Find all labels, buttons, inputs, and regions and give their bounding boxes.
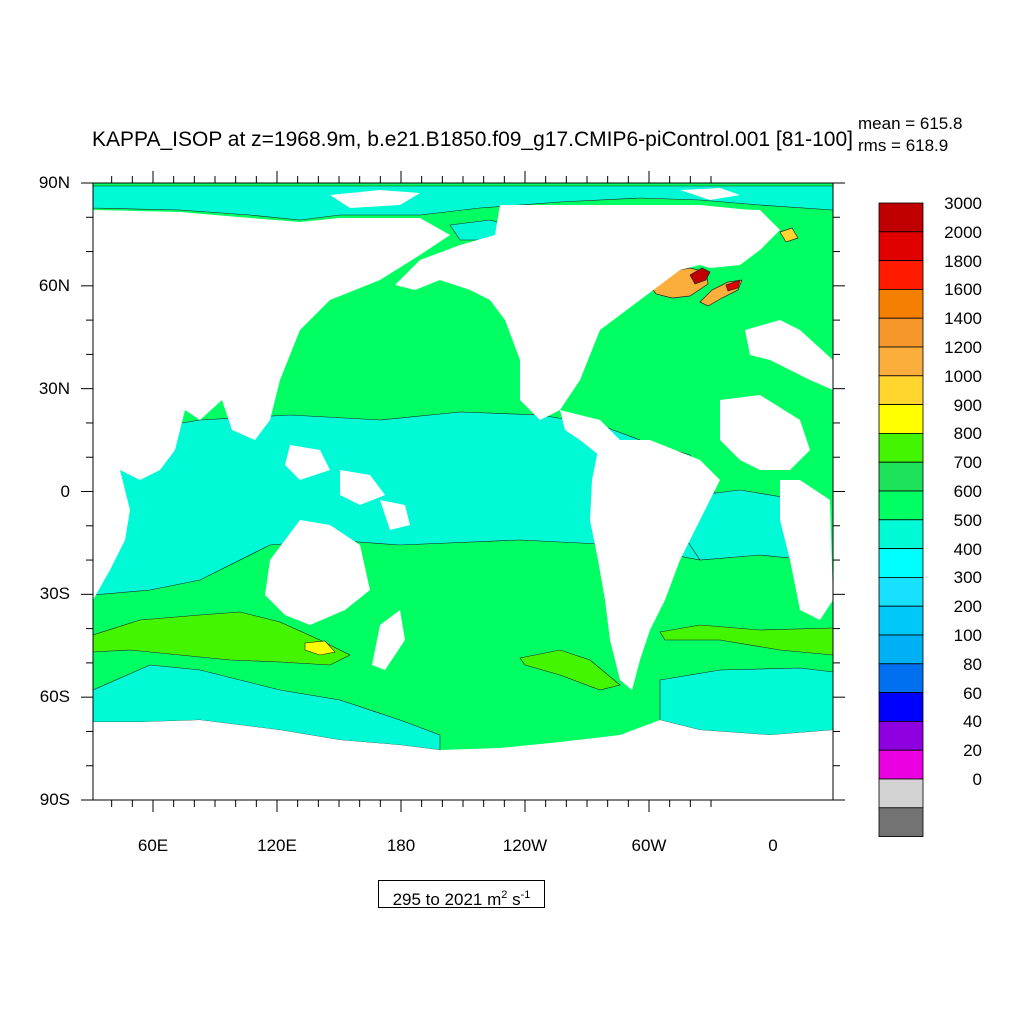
colorbar-label: 300 [953, 568, 982, 588]
lon-label: 60W [631, 836, 667, 855]
colorbar-swatch [878, 231, 924, 262]
colorbar-swatch [878, 404, 924, 434]
colorbar-label: 800 [953, 424, 982, 444]
colorbar-swatch [878, 288, 924, 319]
southern-cyan-belt-atl [659, 667, 833, 736]
colorbar-label: 900 [953, 395, 982, 415]
colorbar-label: 80 [963, 654, 982, 674]
colorbar-swatch [878, 605, 924, 636]
colorbar-swatch [878, 490, 924, 521]
colorbar-swatch [878, 346, 924, 377]
units-exp-2: -1 [520, 889, 531, 901]
colorbar-swatch [878, 692, 924, 722]
axis-ticks [81, 171, 845, 812]
colorbar-label: 3000 [944, 194, 982, 213]
labrador-hotspot-red [689, 267, 711, 285]
colorbar-swatch [878, 663, 924, 693]
land-masses [93, 188, 833, 800]
plot-title: KAPPA_ISOP at z=1968.9m, b.e21.B1850.f09… [92, 128, 853, 151]
lon-label: 180 [386, 836, 416, 855]
colorbar-label: 1400 [944, 309, 982, 329]
colorbar-label: 20 [963, 741, 982, 761]
colorbar-label: 1600 [944, 280, 982, 300]
colorbar-label: 60 [963, 683, 982, 703]
colorbar-swatch [878, 375, 924, 405]
colorbar-label: 400 [953, 539, 982, 559]
colorbar-label: 200 [953, 597, 982, 617]
lon-label: 120E [257, 836, 297, 855]
lat-label: 90N [38, 173, 70, 192]
colorbar-swatch [878, 202, 924, 233]
colorbar-label: 0 [972, 770, 982, 789]
rms-text: rms = 618.9 [858, 136, 949, 155]
colorbar-label: 1800 [944, 251, 982, 271]
units-base-1: m [487, 890, 502, 909]
lat-label: 60S [39, 687, 70, 707]
colorbar-label: 40 [963, 712, 982, 732]
lon-label: 0 [768, 836, 778, 855]
colorbar-swatch [878, 519, 924, 549]
lon-label: 60E [137, 836, 169, 855]
colorbar-label: 100 [953, 626, 982, 645]
lat-label: 30S [39, 584, 70, 604]
irminger-hotspot-red [725, 279, 741, 292]
units-base-2: s [512, 890, 521, 909]
colorbar [878, 202, 924, 837]
stats-block: mean = 615.8 rms = 618.9 [858, 114, 963, 155]
colorbar-swatch [878, 778, 924, 809]
units-exp-1: 2 [501, 889, 508, 901]
colorbar-swatch [878, 461, 924, 492]
colorbar-label: 1200 [944, 338, 982, 357]
yellow-patch-tasman [304, 640, 336, 656]
colorbar-swatch [878, 807, 924, 837]
southern-band-pacific [519, 649, 621, 691]
colorbar-swatch [878, 548, 924, 578]
southern-band-atlantic [659, 624, 833, 656]
colorbar-swatch [878, 260, 924, 290]
colorbar-label: 1000 [944, 366, 982, 386]
map-data-layer [93, 183, 833, 800]
colorbar-swatch [878, 577, 924, 607]
colorbar-swatch [878, 634, 924, 665]
colorbar-swatch [878, 721, 924, 751]
lat-label: 0 [60, 481, 70, 501]
lon-label: 120W [502, 836, 548, 855]
colorbar-swatch [878, 317, 924, 348]
lat-label: 60N [38, 275, 70, 295]
colorbar-label: 600 [953, 482, 982, 501]
colorbar-swatch [878, 432, 924, 463]
lat-label: 30N [38, 378, 70, 398]
lat-label: 90S [39, 790, 70, 809]
southern-band-indian [93, 611, 351, 666]
colorbar-label: 2000 [944, 222, 982, 242]
units-range: 295 to 2021 [392, 890, 483, 909]
nordic-hotspot [779, 227, 799, 243]
colorbar-label: 700 [953, 453, 982, 473]
mean-text: mean = 615.8 [858, 114, 963, 133]
colorbar-swatch [878, 749, 924, 780]
arctic-ocean [93, 185, 833, 221]
colorbar-label: 500 [953, 510, 982, 530]
units-box: 295 to 2021 m2 s-1 [378, 880, 545, 909]
